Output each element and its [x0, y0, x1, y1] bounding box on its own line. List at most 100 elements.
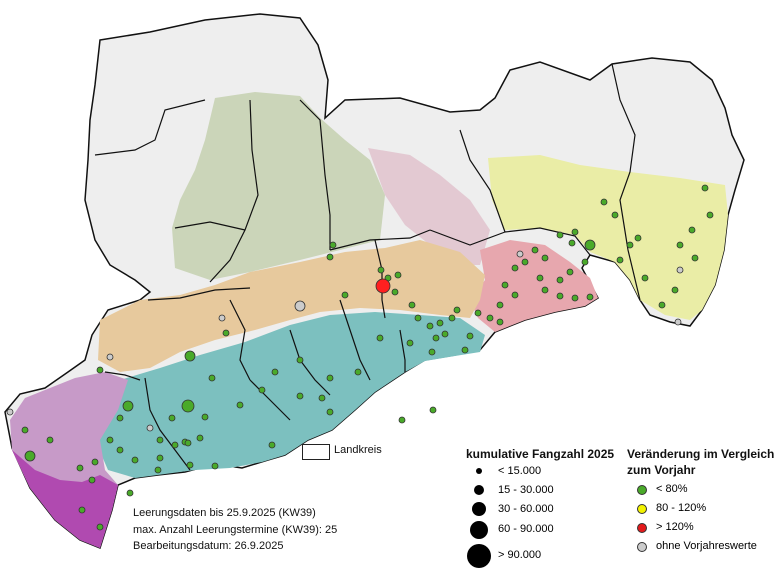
trap-point — [329, 241, 337, 249]
trap-point — [536, 274, 544, 282]
trap-point — [436, 319, 444, 327]
trap-point — [394, 271, 402, 279]
trap-point — [376, 334, 384, 342]
change-label-lt80: < 80% — [656, 483, 688, 495]
trap-point — [701, 184, 709, 192]
trap-point — [586, 293, 594, 301]
trap-point — [541, 254, 549, 262]
change-label-gt120: > 120% — [656, 521, 694, 533]
zone-magenta — [12, 450, 118, 548]
trap-point — [21, 426, 29, 434]
trap-point — [688, 226, 696, 234]
size-label-2: 15 - 30.000 — [498, 484, 554, 496]
trap-point — [236, 401, 244, 409]
size-label-5: > 90.000 — [498, 549, 542, 561]
trap-point — [556, 292, 564, 300]
trap-point — [106, 353, 114, 361]
trap-point — [641, 274, 649, 282]
trap-point — [76, 464, 84, 472]
size-label-4: 60 - 90.000 — [498, 523, 554, 535]
trap-point — [46, 436, 54, 444]
trap-point — [406, 339, 414, 347]
trap-point — [218, 314, 226, 322]
size-label-1: < 15.000 — [498, 465, 542, 477]
trap-point — [341, 291, 349, 299]
legend-change-title-line1: Veränderung im Vergleich — [627, 447, 775, 461]
zone-teal — [95, 312, 485, 478]
trap-point — [326, 253, 334, 261]
trap-point — [181, 399, 195, 413]
trap-point — [6, 408, 14, 416]
trap-point — [501, 281, 509, 289]
zone-yellow — [488, 155, 728, 320]
zone-tan — [98, 240, 485, 372]
trap-point — [568, 239, 576, 247]
trap-point — [441, 330, 449, 338]
trap-point — [671, 286, 679, 294]
trap-point — [116, 414, 124, 422]
trap-point — [634, 234, 642, 242]
zone-lightpink — [368, 148, 490, 265]
size-symbol-3 — [472, 502, 486, 516]
size-symbol-4 — [470, 521, 488, 539]
legend-change-title: Veränderung im Vergleich zum Vorjahr — [627, 446, 780, 478]
trap-point — [556, 276, 564, 284]
trap-point — [691, 254, 699, 262]
trap-points — [6, 184, 714, 531]
change-label-80-120: 80 - 120% — [656, 502, 707, 514]
change-dot-80-120 — [637, 504, 647, 514]
change-dot-none — [637, 542, 647, 552]
note-bearbeitungsdatum: Bearbeitungsdatum: 26.9.2025 — [133, 540, 284, 552]
trap-point — [521, 258, 529, 266]
zone-pink — [470, 240, 598, 332]
trap-point — [186, 461, 194, 469]
trap-point — [511, 291, 519, 299]
trap-point — [474, 309, 482, 317]
size-symbol-2 — [474, 485, 484, 495]
trap-point — [674, 318, 682, 326]
trap-point — [126, 489, 134, 497]
trap-point — [88, 476, 96, 484]
trap-point — [318, 394, 326, 402]
trap-point — [201, 413, 209, 421]
trap-point — [511, 264, 519, 272]
landkreis-swatch — [302, 444, 330, 460]
trap-point — [375, 278, 391, 294]
trap-point — [616, 256, 624, 264]
trap-point — [571, 228, 579, 236]
trap-point — [168, 414, 176, 422]
trap-point — [268, 441, 276, 449]
trap-point — [258, 386, 266, 394]
trap-point — [676, 266, 684, 274]
trap-point — [626, 241, 634, 249]
trap-point — [91, 458, 99, 466]
trap-point — [326, 408, 334, 416]
processing-notes: Leerungsdaten bis 25.9.2025 (KW39) max. … — [133, 505, 337, 555]
trap-point — [428, 348, 436, 356]
trap-point — [24, 450, 36, 462]
trap-point — [556, 231, 564, 239]
trap-point — [294, 300, 306, 312]
trap-point — [377, 266, 385, 274]
trap-point — [496, 318, 504, 326]
trap-point — [146, 424, 154, 432]
trap-point — [296, 356, 304, 364]
trap-point — [398, 416, 406, 424]
note-leerungsdaten: Leerungsdaten bis 25.9.2025 (KW39) — [133, 507, 316, 519]
trap-point — [156, 454, 164, 462]
trap-point — [429, 406, 437, 414]
trap-point — [676, 241, 684, 249]
trap-point — [122, 400, 134, 412]
change-dot-lt80 — [637, 485, 647, 495]
trap-point — [611, 211, 619, 219]
trap-point — [496, 301, 504, 309]
trap-point — [426, 322, 434, 330]
trap-point — [584, 239, 596, 251]
size-symbol-1 — [476, 468, 482, 474]
trap-point — [106, 436, 114, 444]
trap-point — [326, 374, 334, 382]
trap-point — [271, 368, 279, 376]
trap-point — [486, 314, 494, 322]
trap-point — [453, 306, 461, 314]
